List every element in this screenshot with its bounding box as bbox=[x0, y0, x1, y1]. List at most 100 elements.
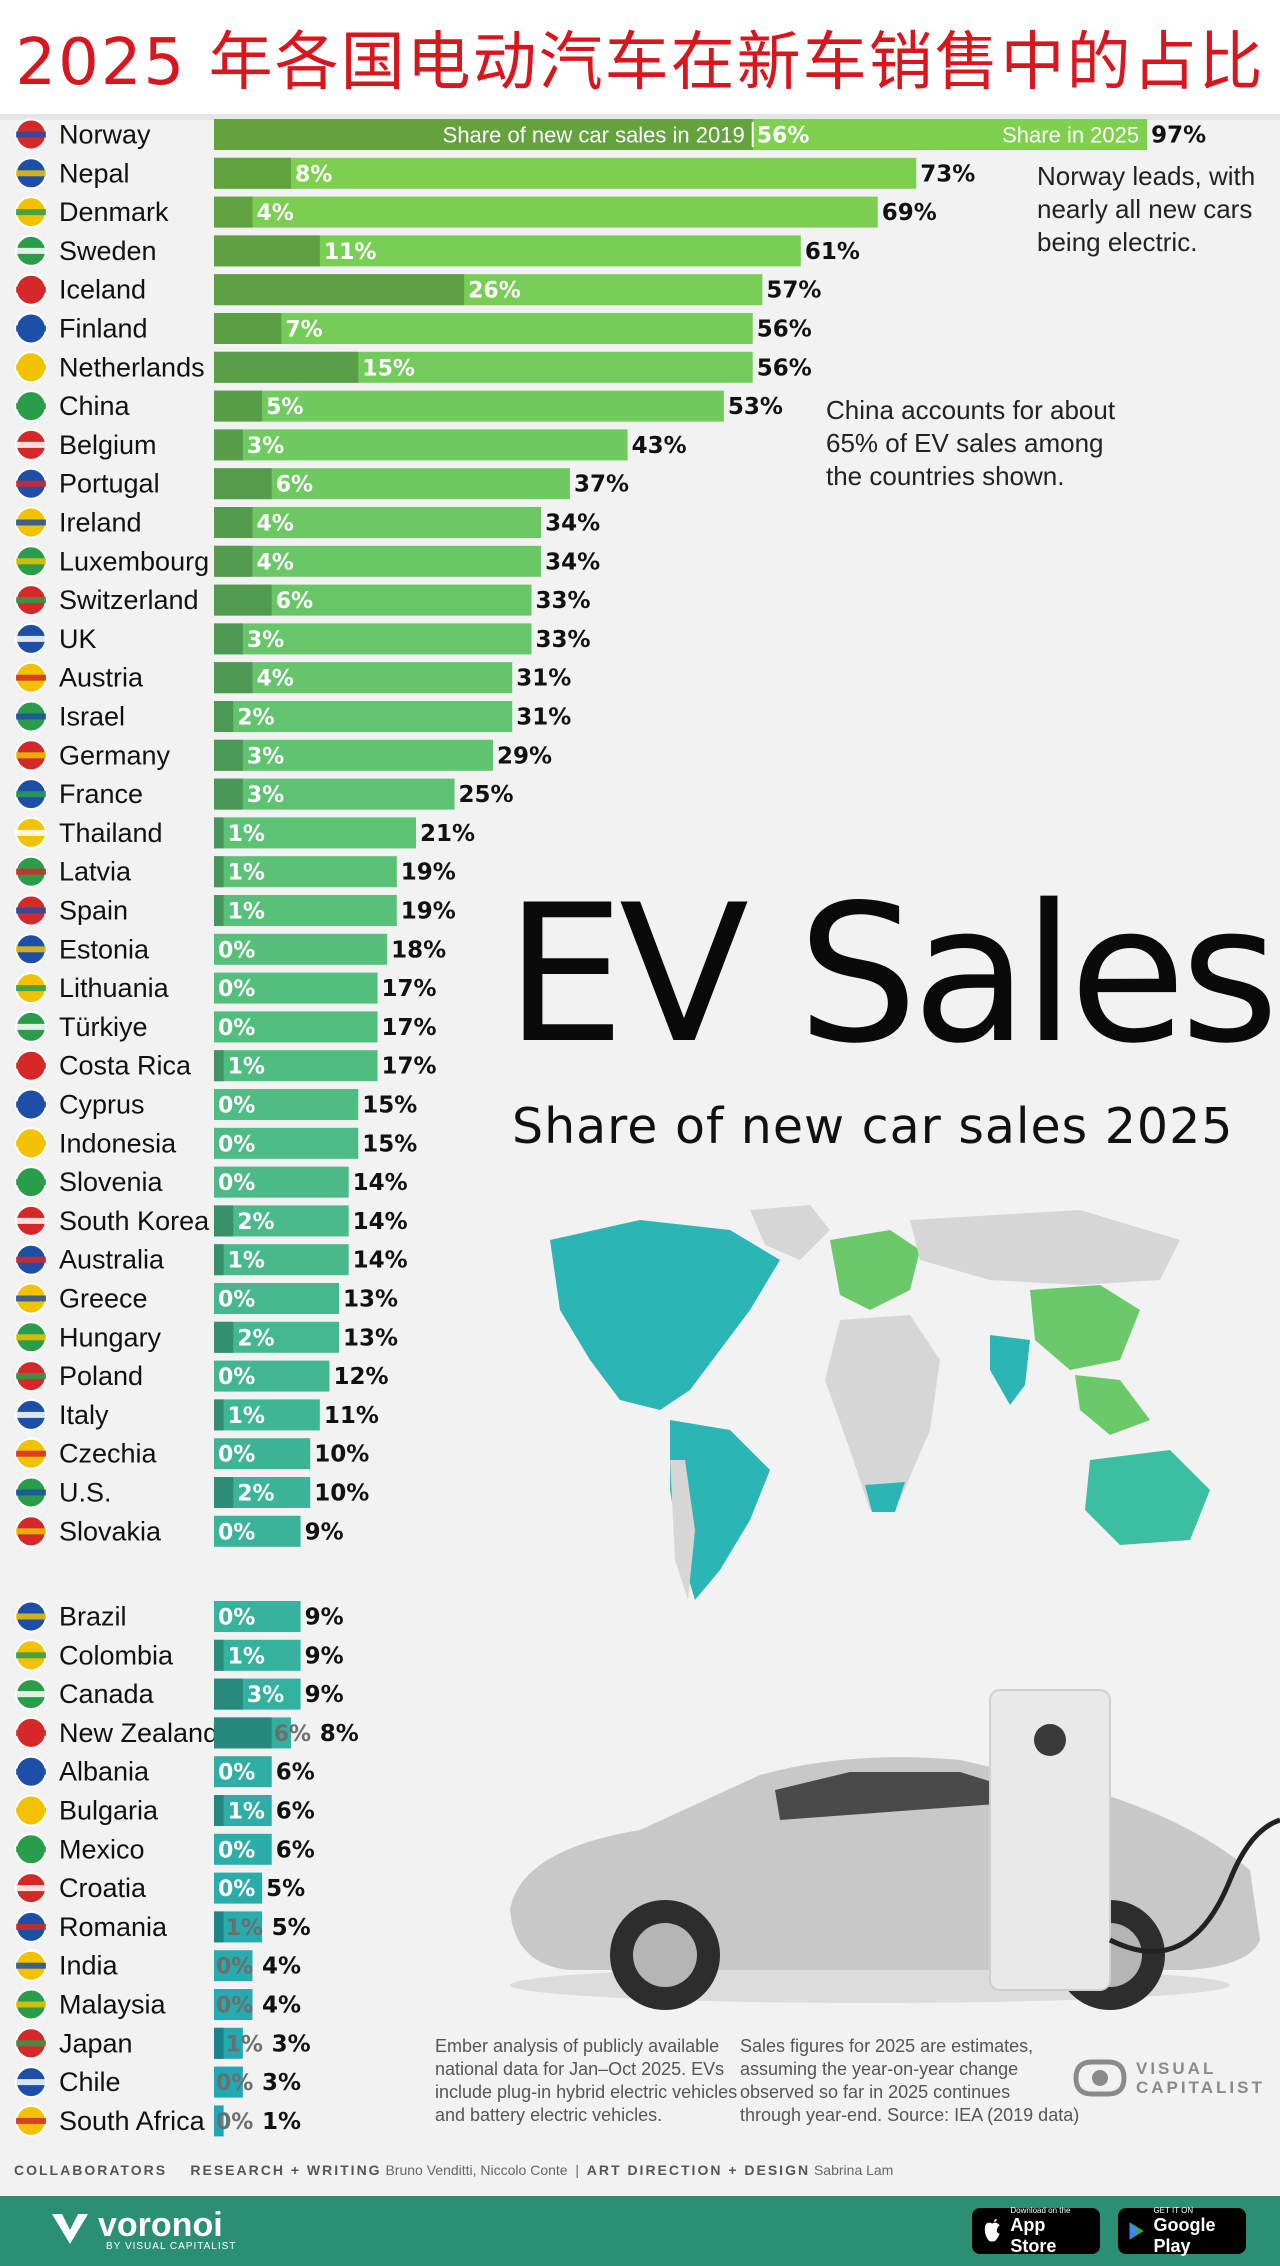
flag-stripe bbox=[16, 131, 46, 138]
car-windows bbox=[775, 1772, 1050, 1820]
bar-2025 bbox=[214, 390, 724, 422]
value-2025: 43% bbox=[632, 433, 687, 459]
country-label: UK bbox=[59, 624, 97, 654]
country-label: Czechia bbox=[59, 1439, 158, 1469]
value-2019: 0% bbox=[218, 1520, 255, 1545]
bar-2025 bbox=[214, 507, 542, 538]
china-note-line: China accounts for about bbox=[826, 395, 1116, 425]
value-2019: 4% bbox=[256, 201, 293, 226]
bar-2025 bbox=[214, 778, 455, 810]
value-2025: 11% bbox=[324, 1403, 379, 1429]
voronoi-logo[interactable]: voronoi BY VISUAL CAPITALIST bbox=[50, 2206, 236, 2252]
flag-stripe bbox=[16, 868, 46, 875]
source-line: and battery electric vehicles. bbox=[435, 2105, 663, 2125]
country-label: Israel bbox=[59, 702, 125, 732]
bar-2019 bbox=[214, 778, 243, 810]
country-label: Italy bbox=[59, 1400, 109, 1430]
value-2019: 1% bbox=[228, 900, 265, 925]
app-store-button[interactable]: Download on the App Store bbox=[972, 2206, 1100, 2256]
bar-2025 bbox=[214, 662, 513, 694]
bar-2025 bbox=[214, 1089, 359, 1120]
bar-2019 bbox=[214, 468, 272, 500]
title-bar: 2025 年各国电动汽车在新车销售中的占比 bbox=[0, 0, 1280, 120]
map-africa bbox=[825, 1315, 940, 1510]
google-play-small: GET IT ON bbox=[1153, 2205, 1194, 2215]
country-label: Costa Rica bbox=[59, 1051, 192, 1081]
value-2025: 31% bbox=[516, 705, 571, 731]
value-2025: 15% bbox=[362, 1093, 417, 1119]
bar-2025 bbox=[214, 1989, 253, 2020]
value-2025: 9% bbox=[305, 1519, 344, 1545]
google-play-icon bbox=[1129, 2222, 1144, 2240]
value-2019: 3% bbox=[247, 628, 284, 653]
bar-2019 bbox=[214, 1911, 224, 1943]
country-label: Netherlands bbox=[59, 352, 205, 382]
map-russia bbox=[910, 1210, 1180, 1285]
flag-stripe bbox=[16, 1023, 46, 1030]
flag-stripe bbox=[16, 403, 46, 410]
bar-2025 bbox=[214, 1438, 311, 1470]
country-label: Bulgaria bbox=[59, 1796, 159, 1826]
value-2019: 1% bbox=[228, 1404, 265, 1429]
flag-stripe bbox=[16, 1528, 46, 1535]
bar-2025 bbox=[214, 1360, 330, 1392]
flag-stripe bbox=[16, 713, 46, 720]
value-2019: 11% bbox=[324, 240, 377, 265]
bar-2019 bbox=[214, 739, 243, 771]
car-hub-front bbox=[633, 1923, 697, 1987]
value-2025: 73% bbox=[920, 161, 975, 187]
google-play-button[interactable]: GET IT ON Google Play bbox=[1118, 2205, 1246, 2256]
value-2019: 0% bbox=[218, 1838, 255, 1863]
value-2025: 3% bbox=[272, 2031, 311, 2057]
car-illustration bbox=[510, 1689, 1280, 2010]
bar-2019 bbox=[214, 895, 224, 926]
flag-stripe bbox=[16, 985, 46, 992]
flag-stripe bbox=[16, 1807, 46, 1814]
bar-2025 bbox=[214, 1601, 301, 1632]
value-2019: 2% bbox=[237, 1326, 274, 1351]
value-2025: 18% bbox=[391, 937, 446, 963]
flag-stripe bbox=[16, 1768, 46, 1775]
flag-stripe bbox=[16, 1652, 46, 1659]
bar-2019 bbox=[214, 1244, 224, 1276]
value-2019: 2% bbox=[237, 1482, 274, 1507]
flag-stripe bbox=[16, 1885, 46, 1892]
bar-2025 bbox=[214, 429, 628, 461]
value-2025: 21% bbox=[420, 821, 475, 847]
bar-2025 bbox=[214, 701, 513, 732]
value-2019: 0% bbox=[218, 1132, 255, 1157]
bar-2019 bbox=[214, 1321, 234, 1353]
country-label: Estonia bbox=[59, 934, 150, 964]
value-2019: 1% bbox=[228, 1644, 265, 1669]
voronoi-v-icon bbox=[52, 2214, 88, 2244]
flag-stripe bbox=[16, 1450, 46, 1457]
bar-2019 bbox=[214, 274, 465, 306]
country-label: Cyprus bbox=[59, 1090, 145, 1120]
value-2019: 0% bbox=[218, 1288, 255, 1313]
country-label: Brazil bbox=[59, 1602, 127, 1632]
country-label: Ireland bbox=[59, 508, 142, 538]
country-label: Germany bbox=[59, 740, 171, 770]
bar-2025 bbox=[214, 157, 917, 189]
value-2025: 57% bbox=[766, 278, 821, 304]
country-label: Nepal bbox=[59, 158, 130, 188]
art-names: Sabrina Lam bbox=[813, 2162, 894, 2178]
apple-icon bbox=[984, 2218, 1000, 2242]
value-2019: 0% bbox=[216, 2071, 253, 2096]
value-2025: 5% bbox=[272, 1915, 311, 1941]
bar-2025 bbox=[214, 1833, 272, 1865]
flag-stripe bbox=[16, 1962, 46, 1969]
bar-2019 bbox=[214, 1639, 224, 1671]
country-label: Malaysia bbox=[59, 1990, 167, 2020]
china-note: China accounts for about 65% of EV sales… bbox=[826, 394, 1115, 493]
country-label: Canada bbox=[59, 1679, 155, 1709]
voronoi-name: voronoi bbox=[98, 2206, 223, 2244]
bar-2019 bbox=[214, 623, 243, 655]
value-2019: 1% bbox=[228, 1249, 265, 1274]
country-label: China bbox=[59, 391, 131, 421]
bar-2025 bbox=[214, 856, 397, 888]
value-2025: 17% bbox=[382, 1054, 437, 1080]
value-2025: 5% bbox=[266, 1876, 305, 1902]
country-label: Japan bbox=[59, 2028, 133, 2058]
value-2025: 31% bbox=[516, 666, 571, 692]
